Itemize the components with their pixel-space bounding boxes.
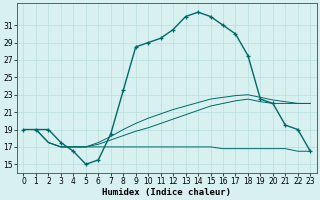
X-axis label: Humidex (Indice chaleur): Humidex (Indice chaleur) — [102, 188, 231, 197]
